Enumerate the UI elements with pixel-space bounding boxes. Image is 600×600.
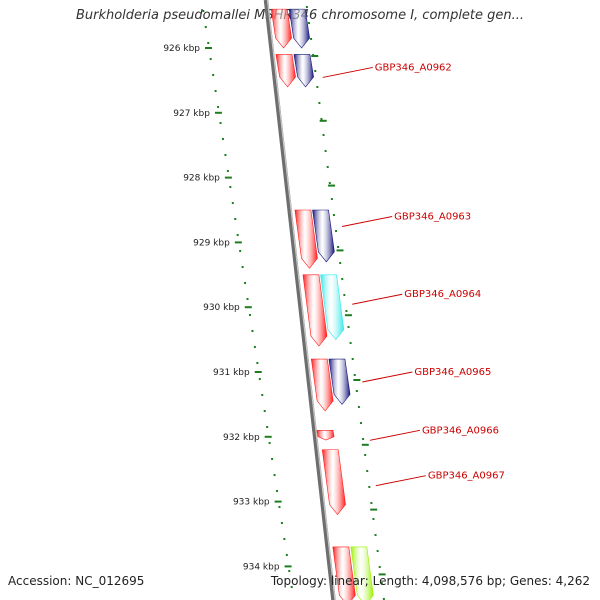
gene-label-leader	[369, 429, 421, 441]
gene-feature[interactable]	[332, 546, 356, 600]
gene-feature[interactable]	[321, 449, 346, 516]
gene-label[interactable]: GBP346_A0965	[414, 367, 491, 378]
gene-label-leader	[375, 475, 426, 487]
scale-tick-label: 931 kbp	[213, 368, 250, 378]
scale-tick-label: 928 kbp	[183, 174, 220, 184]
gene-feature[interactable]	[328, 358, 351, 405]
gene-feature[interactable]	[288, 8, 310, 49]
genome-summary-text: Topology: linear; Length: 4,098,576 bp; …	[270, 574, 590, 588]
gene-feature[interactable]	[350, 546, 374, 600]
gene-feature[interactable]	[310, 358, 334, 412]
chromosome-backbone-highlight	[266, 0, 336, 600]
gene-feature[interactable]	[270, 8, 292, 49]
gene-feature[interactable]	[312, 209, 335, 263]
scale-tick-label: 929 kbp	[193, 238, 230, 248]
scale-tick-label: 933 kbp	[233, 498, 270, 508]
gene-label[interactable]: GBP346_A0964	[404, 289, 481, 300]
gene-label[interactable]: GBP346_A0962	[375, 62, 452, 73]
gene-feature[interactable]	[302, 274, 328, 347]
gene-label[interactable]: GBP346_A0966	[422, 425, 499, 436]
gene-label-leader	[322, 66, 373, 78]
gene-label[interactable]: GBP346_A0963	[394, 211, 471, 222]
gene-feature[interactable]	[320, 274, 345, 341]
gene-label-leader	[362, 371, 413, 383]
scale-tick-label: 927 kbp	[173, 109, 210, 119]
scale-tick-label: 926 kbp	[163, 44, 200, 54]
accession-text: Accession: NC_012695	[8, 574, 145, 588]
gene-feature[interactable]	[294, 209, 318, 269]
scale-tick-label: 934 kbp	[243, 562, 280, 572]
gene-feature[interactable]	[316, 430, 335, 441]
scale-tick-label: 932 kbp	[223, 433, 260, 443]
gene-label[interactable]: GBP346_A0967	[428, 471, 505, 482]
scale-tick-label: 930 kbp	[203, 303, 240, 313]
chromosome-backbone	[263, 0, 336, 600]
gene-feature[interactable]	[293, 54, 314, 88]
gene-feature[interactable]	[275, 54, 296, 88]
gene-label-leader	[352, 293, 403, 305]
gene-label-leader	[342, 215, 393, 227]
